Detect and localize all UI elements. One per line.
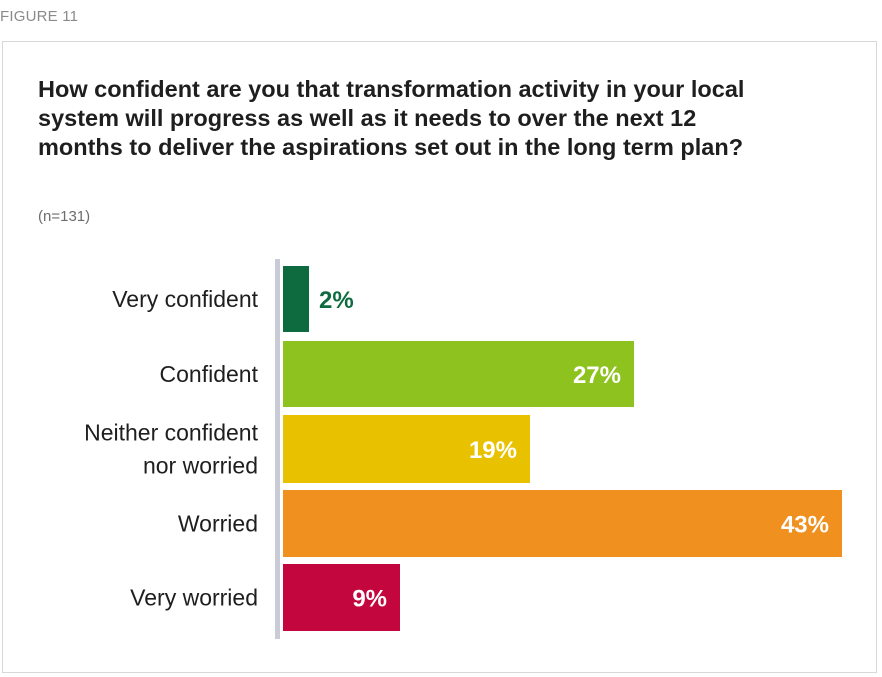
chart-panel — [2, 41, 877, 673]
category-label-2-line-0: Neither confident — [84, 420, 258, 446]
bar-1 — [283, 341, 634, 407]
category-label-4: Very worried — [130, 585, 258, 611]
value-label-3: 43% — [781, 512, 829, 539]
bar-3 — [283, 490, 842, 557]
category-label-3: Worried — [178, 511, 258, 537]
bar-2 — [283, 415, 530, 483]
category-label-0: Very confident — [112, 286, 258, 312]
category-label-2-line-1: nor worried — [143, 453, 258, 479]
y-axis-line — [275, 259, 280, 639]
value-label-2: 19% — [469, 437, 517, 464]
chart-title: How confident are you that transformatio… — [38, 76, 745, 160]
value-label-0: 2% — [319, 287, 354, 314]
figure-label: FIGURE 11 — [0, 8, 79, 25]
value-label-4: 9% — [352, 586, 387, 613]
category-label-1: Confident — [160, 361, 259, 387]
bar-4 — [283, 564, 400, 631]
bar-0 — [283, 266, 309, 332]
chart-subtitle: (n=131) — [38, 208, 91, 225]
value-label-1: 27% — [573, 362, 621, 389]
